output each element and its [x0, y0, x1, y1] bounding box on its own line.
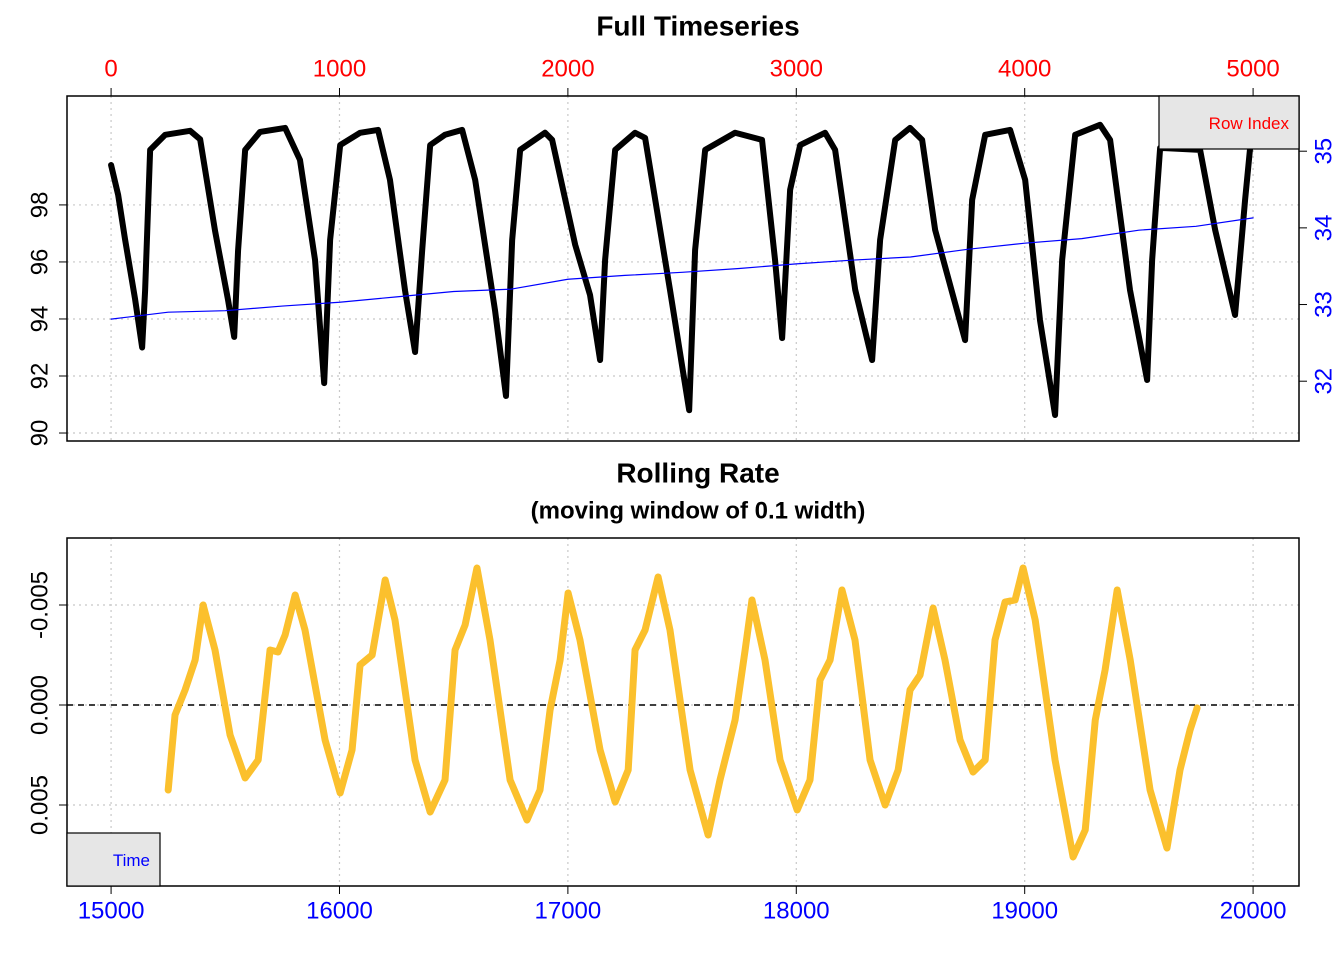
y2-tick-label: 33: [1310, 291, 1337, 318]
y-tick-label: 94: [26, 306, 53, 333]
series-line: [164, 564, 1201, 861]
x-tick-label: 0: [104, 55, 117, 82]
y2-tick-label: 35: [1310, 138, 1337, 165]
x-tick-label: 16000: [306, 897, 373, 924]
x-tick-label: 20000: [1220, 897, 1287, 924]
y-tick-label: 96: [26, 249, 53, 276]
x-tick-label: 1000: [313, 55, 366, 82]
x-tick-label: 3000: [770, 55, 823, 82]
plot-frame: [66, 537, 1300, 887]
x-tick-label: 2000: [541, 55, 594, 82]
y-tick-label: 98: [26, 192, 53, 219]
annotation-text: Row Index: [1209, 114, 1290, 133]
annotation-box: [1158, 95, 1300, 150]
x-tick-label: 19000: [991, 897, 1058, 924]
plot-frame: [66, 95, 1300, 442]
x-tick-label: 4000: [998, 55, 1051, 82]
x-tick-label: 17000: [535, 897, 602, 924]
series-line: [110, 217, 1254, 320]
annotation-text: Time: [113, 851, 150, 870]
y-tick-label: 0.000: [26, 675, 53, 735]
series-line: [108, 121, 1254, 419]
y2-tick-label: 32: [1310, 368, 1337, 395]
x-tick-label: 5000: [1226, 55, 1279, 82]
y-tick-label: 92: [26, 363, 53, 390]
y-tick-label: 90: [26, 420, 53, 447]
chart-title: Full Timeseries: [596, 10, 799, 41]
chart-subtitle: (moving window of 0.1 width): [531, 497, 866, 524]
y-tick-label: 0.005: [26, 775, 53, 835]
x-tick-label: 18000: [763, 897, 830, 924]
x-tick-label: 15000: [78, 897, 145, 924]
annotation-box: [66, 832, 161, 887]
chart-title: Rolling Rate: [616, 457, 779, 488]
y-tick-label: -0.005: [26, 571, 53, 639]
y2-tick-label: 34: [1310, 215, 1337, 242]
